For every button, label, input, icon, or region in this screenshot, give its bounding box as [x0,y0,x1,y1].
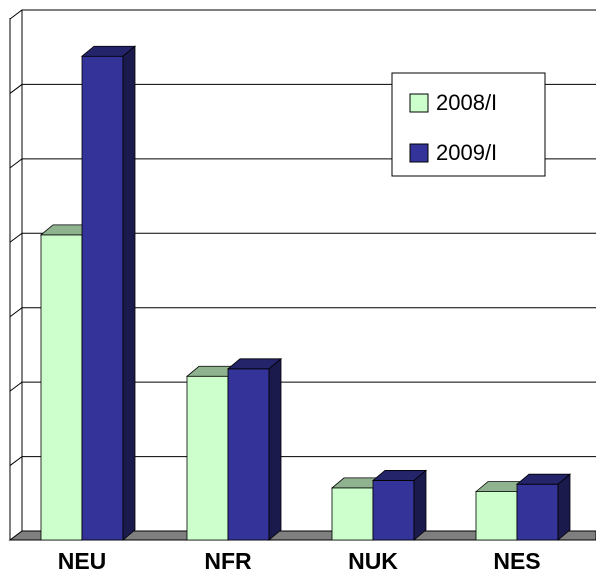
bar [371,469,428,541]
x-tick-label: NEU [58,548,107,574]
bar-face [186,375,229,541]
x-tick-label: NFR [204,548,252,574]
bar-face [81,55,124,541]
grid-line [9,456,596,466]
bar-face [413,469,427,541]
grid-line [9,307,596,318]
bar-face [372,480,415,541]
bar [80,45,137,541]
bar-face [268,357,282,541]
bar-face [122,45,136,541]
legend-swatch [409,143,429,163]
x-tick-label: NES [493,548,540,574]
bar-face [331,487,374,541]
x-tick-label: NUK [348,548,398,574]
grid-line [9,232,596,243]
bar-face [40,234,83,541]
bar-face [475,491,518,541]
bar-face [516,483,559,541]
grid-line [9,9,596,20]
bar [226,357,283,541]
legend-label: 2008/I [436,90,497,115]
bar-face [227,368,270,541]
legend-swatch [409,93,429,113]
legend-label: 2009/I [436,140,497,165]
bar [515,473,572,541]
bar-face [557,473,571,541]
grid-line [9,381,596,392]
